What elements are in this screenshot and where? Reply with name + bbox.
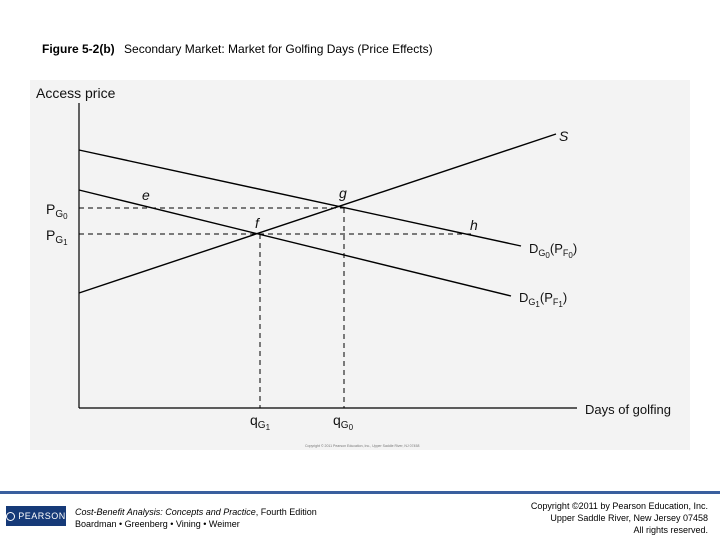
x-axis-label: Days of golfing — [585, 402, 671, 417]
point-label-e: e — [142, 187, 150, 203]
point-label-g: g — [339, 185, 347, 201]
quantity-label-g0: qG0 — [333, 412, 354, 432]
book-title: Cost-Benefit Analysis: Concepts and Prac… — [75, 507, 256, 517]
point-label-f: f — [255, 215, 261, 231]
copyright-line-3: All rights reserved. — [633, 525, 708, 535]
image-credit: Copyright © 2011 Pearson Education, Inc.… — [305, 444, 419, 448]
y-axis-label: Access price — [36, 85, 116, 101]
book-info: Cost-Benefit Analysis: Concepts and Prac… — [75, 506, 317, 530]
pearson-logo-text: PEARSON — [18, 511, 66, 521]
point-label-h: h — [470, 217, 478, 233]
footer-rule — [0, 491, 720, 494]
copyright-notice: Copyright ©2011 by Pearson Education, In… — [531, 500, 708, 536]
figure-number: Figure 5-2(b) — [42, 42, 115, 56]
demand-label-1: DG1(PF1) — [519, 290, 567, 309]
pearson-logo-icon — [6, 511, 16, 521]
copyright-line-2: Upper Saddle River, New Jersey 07458 — [550, 513, 708, 523]
demand-curve-0 — [78, 149, 522, 247]
diagram-panel — [30, 80, 690, 450]
demand-curve-1 — [78, 189, 512, 297]
slide-title: Figure 5-2(b) Secondary Market: Market f… — [42, 42, 433, 56]
supply-label: S — [559, 128, 569, 144]
price-label-g0: PG0 — [46, 201, 68, 221]
book-edition: , Fourth Edition — [255, 507, 317, 517]
price-label-g1: PG1 — [46, 227, 68, 247]
figure-caption: Secondary Market: Market for Golfing Day… — [124, 42, 433, 56]
book-title-line: Cost-Benefit Analysis: Concepts and Prac… — [75, 506, 317, 518]
quantity-label-g1: qG1 — [250, 412, 271, 432]
copyright-line-1: Copyright ©2011 by Pearson Education, In… — [530, 501, 708, 511]
supply-curve — [78, 133, 557, 294]
pearson-logo: PEARSON — [6, 506, 66, 526]
book-authors: Boardman • Greenberg • Vining • Weimer — [75, 519, 240, 529]
demand-label-0: DG0(PF0) — [529, 241, 577, 260]
